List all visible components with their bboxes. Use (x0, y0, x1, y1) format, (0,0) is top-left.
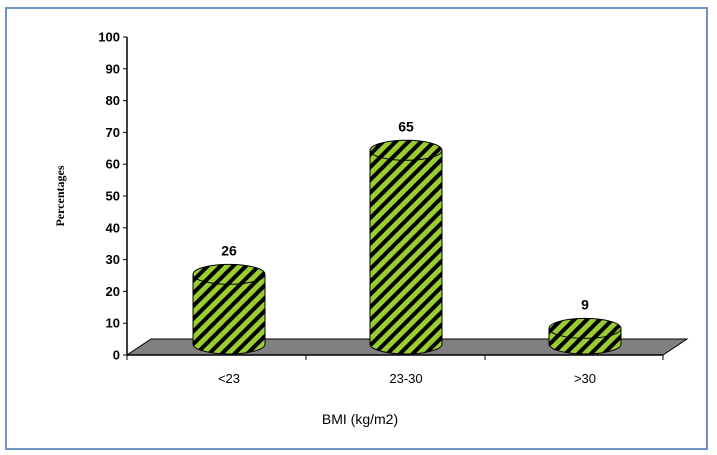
bar-top (369, 139, 443, 161)
bar-top (548, 317, 622, 339)
y-tick-label: 100 (98, 30, 120, 45)
bar: 26 (192, 242, 266, 355)
y-tick-label: 0 (113, 348, 120, 363)
y-tick-label: 80 (106, 93, 120, 108)
y-tick-label: 50 (106, 189, 120, 204)
bar: 65 (369, 118, 443, 355)
data-label: 65 (398, 118, 414, 134)
bars-group: 26 65 9 (192, 118, 622, 355)
y-tick-label: 90 (106, 61, 120, 76)
y-tick-label: 70 (106, 125, 120, 140)
x-axis-ticks: <23 23-30 >30 (126, 355, 664, 386)
bar-top (192, 263, 266, 285)
x-tick-label: 23-30 (389, 371, 422, 386)
x-axis-title: BMI (kg/m2) (322, 411, 398, 427)
y-tick-label: 60 (106, 157, 120, 172)
bar: 9 (548, 296, 622, 355)
chart-frame (5, 7, 708, 450)
y-tick-label: 20 (106, 284, 120, 299)
x-tick-label: >30 (574, 371, 596, 386)
bar-body (192, 273, 266, 355)
bar-body (369, 149, 443, 355)
data-label: 26 (221, 242, 237, 258)
x-tick-label: <23 (218, 371, 240, 386)
y-axis-ticks: 0 10 20 30 40 50 60 70 80 90 100 (98, 30, 127, 363)
y-tick-label: 10 (106, 316, 120, 331)
y-axis-title: Percentages (53, 165, 67, 226)
y-tick-label: 40 (106, 220, 120, 235)
data-label: 9 (581, 296, 589, 312)
y-tick-label: 30 (106, 252, 120, 267)
